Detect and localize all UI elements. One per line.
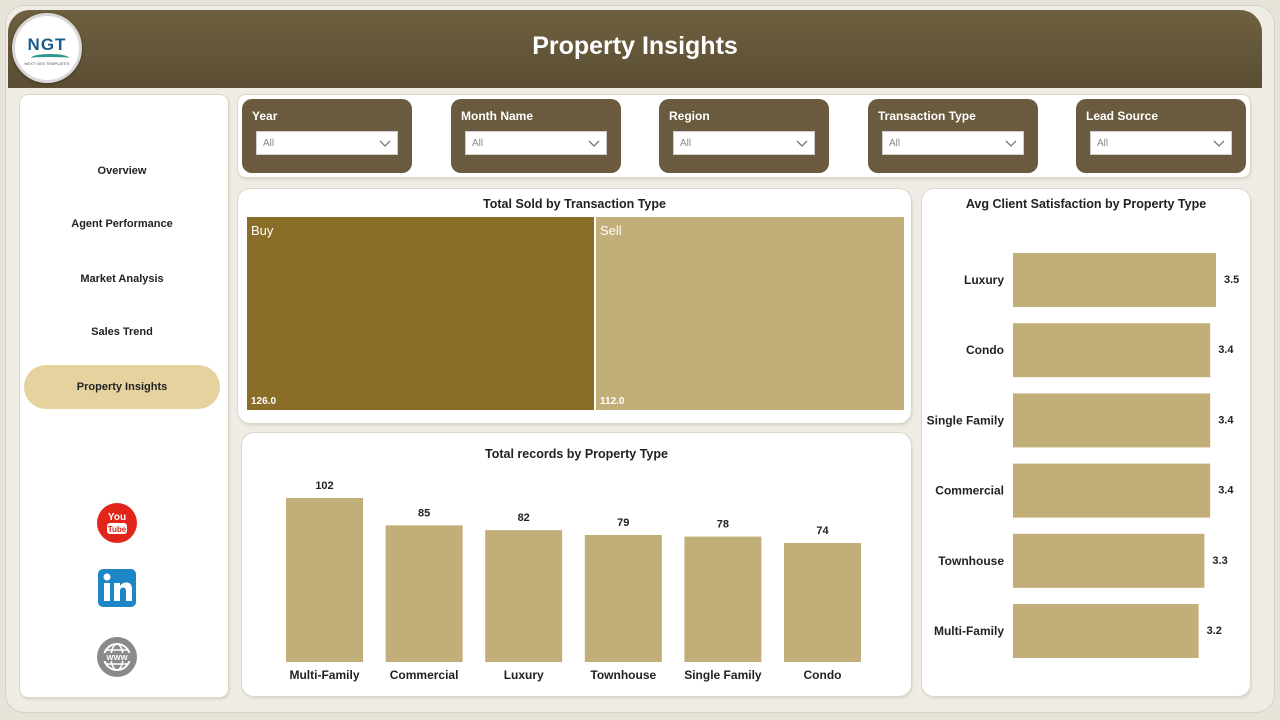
treemap-tile-sell[interactable]: Sell 112.0 [596, 217, 904, 410]
filter-lead-source: Lead Source All [1076, 99, 1246, 173]
website-icon[interactable]: WWW [96, 636, 138, 678]
treemap-panel: Total Sold by Transaction Type Buy 126.0… [238, 189, 911, 423]
hbar-value-label: 3.3 [1212, 555, 1227, 567]
filter-label: Transaction Type [878, 109, 976, 123]
header-bar: Property Insights [8, 10, 1262, 88]
bar-townhouse[interactable] [584, 534, 662, 662]
hbar-value-label: 3.5 [1224, 274, 1239, 286]
records-chart-title: Total records by Property Type [485, 447, 668, 461]
bar-value-label: 78 [717, 519, 729, 531]
svg-text:WWW: WWW [106, 653, 128, 662]
dropdown-value: All [263, 138, 275, 149]
x-tick-label: Luxury [504, 668, 544, 682]
year-dropdown[interactable]: All [256, 131, 398, 155]
treemap-tile-buy[interactable]: Buy 126.0 [247, 217, 594, 410]
bar-value-label: 79 [617, 517, 629, 529]
bar-single-family[interactable] [684, 536, 762, 662]
logo-text: NGT [27, 35, 67, 54]
dropdown-value: All [1097, 138, 1109, 149]
filter-label: Region [669, 109, 710, 123]
hbar-commercial[interactable] [1013, 463, 1211, 518]
bar-value-label: 102 [315, 480, 333, 492]
filter-month-name: Month Name All [451, 99, 621, 173]
filter-bar: Year All Month Name All Region All Trans… [238, 95, 1250, 177]
month-name-dropdown[interactable]: All [465, 131, 607, 155]
hbar-value-label: 3.4 [1218, 344, 1234, 356]
y-tick-label: Townhouse [938, 554, 1004, 568]
bar-value-label: 85 [418, 507, 430, 519]
sidebar-item-sales-trend[interactable]: Sales Trend [91, 326, 153, 338]
records-chart-panel: Total records by Property Type 102 Multi-… [242, 433, 911, 696]
hbar-value-label: 3.4 [1218, 414, 1234, 426]
dropdown-value: All [680, 138, 692, 149]
x-tick-label: Commercial [390, 668, 459, 682]
linkedin-icon[interactable] [96, 567, 138, 609]
youtube-icon[interactable]: You Tube [96, 502, 138, 544]
y-tick-label: Multi-Family [934, 624, 1004, 638]
filter-transaction-type: Transaction Type All [868, 99, 1038, 173]
chevron-down-icon [1005, 140, 1017, 147]
filter-label: Year [252, 109, 278, 123]
y-tick-label: Luxury [964, 273, 1004, 287]
treemap-tile-value: 126.0 [251, 396, 277, 407]
lead-source-dropdown[interactable]: All [1090, 131, 1232, 155]
logo-subtext: NEXT GEN TEMPLATES [24, 61, 70, 66]
sidebar-item-market-analysis[interactable]: Market Analysis [80, 273, 164, 285]
treemap-tile-label: Buy [251, 223, 274, 238]
filter-region: Region All [659, 99, 829, 173]
satisfaction-bar-chart: Luxury 3.5 Condo 3.4 Single Family 3.4 Commerc… [927, 253, 1239, 658]
sidebar-item-overview[interactable]: Overview [97, 165, 147, 177]
records-bar-chart: 102 Multi-Family 85 Commercial 82 Luxury 79 Tow… [286, 480, 861, 682]
hbar-value-label: 3.4 [1218, 485, 1234, 497]
chevron-down-icon [796, 140, 808, 147]
bar-value-label: 82 [518, 512, 530, 524]
treemap-tile-value: 112.0 [600, 396, 625, 407]
filter-year: Year All [242, 99, 412, 173]
y-tick-label: Commercial [935, 484, 1004, 498]
hbar-value-label: 3.2 [1207, 625, 1222, 637]
dropdown-value: All [472, 138, 484, 149]
logo-swoosh-icon [31, 54, 69, 62]
bar-condo[interactable] [784, 543, 861, 662]
x-tick-label: Townhouse [590, 668, 656, 682]
filter-label: Lead Source [1086, 109, 1159, 123]
x-tick-label: Single Family [684, 668, 762, 682]
hbar-single-family[interactable] [1013, 393, 1211, 448]
sidebar-nav: Overview Agent Performance Market Analys… [20, 95, 228, 697]
hbar-townhouse[interactable] [1013, 533, 1205, 588]
chevron-down-icon [1213, 140, 1225, 147]
transaction-type-dropdown[interactable]: All [882, 131, 1024, 155]
bar-luxury[interactable] [485, 530, 563, 662]
bar-commercial[interactable] [385, 525, 463, 662]
dropdown-value: All [889, 138, 901, 149]
satisfaction-chart-panel: Avg Client Satisfaction by Property Type… [922, 189, 1250, 696]
x-tick-label: Multi-Family [289, 668, 359, 682]
hbar-condo[interactable] [1013, 323, 1211, 378]
y-tick-label: Condo [966, 343, 1004, 357]
x-tick-label: Condo [804, 668, 842, 682]
chevron-down-icon [379, 140, 391, 147]
region-dropdown[interactable]: All [673, 131, 815, 155]
sidebar-item-property-insights[interactable]: Property Insights [24, 365, 220, 409]
hbar-luxury[interactable] [1013, 253, 1216, 307]
svg-text:You: You [108, 512, 126, 523]
treemap-tile-label: Sell [600, 223, 622, 238]
bar-multi-family[interactable] [286, 498, 363, 662]
page-title: Property Insights [532, 32, 738, 60]
ngt-logo: NGT NEXT GEN TEMPLATES [12, 13, 82, 83]
treemap-area: Buy 126.0 Sell 112.0 [247, 217, 904, 410]
satisfaction-chart-title: Avg Client Satisfaction by Property Type [965, 197, 1207, 211]
sidebar-item-agent-performance[interactable]: Agent Performance [71, 218, 173, 230]
hbar-multi-family[interactable] [1013, 604, 1199, 658]
svg-text:Tube: Tube [108, 525, 127, 534]
bar-value-label: 74 [816, 525, 829, 537]
treemap-title: Total Sold by Transaction Type [483, 197, 666, 211]
filter-label: Month Name [461, 109, 533, 123]
y-tick-label: Single Family [927, 413, 1005, 427]
chevron-down-icon [588, 140, 600, 147]
